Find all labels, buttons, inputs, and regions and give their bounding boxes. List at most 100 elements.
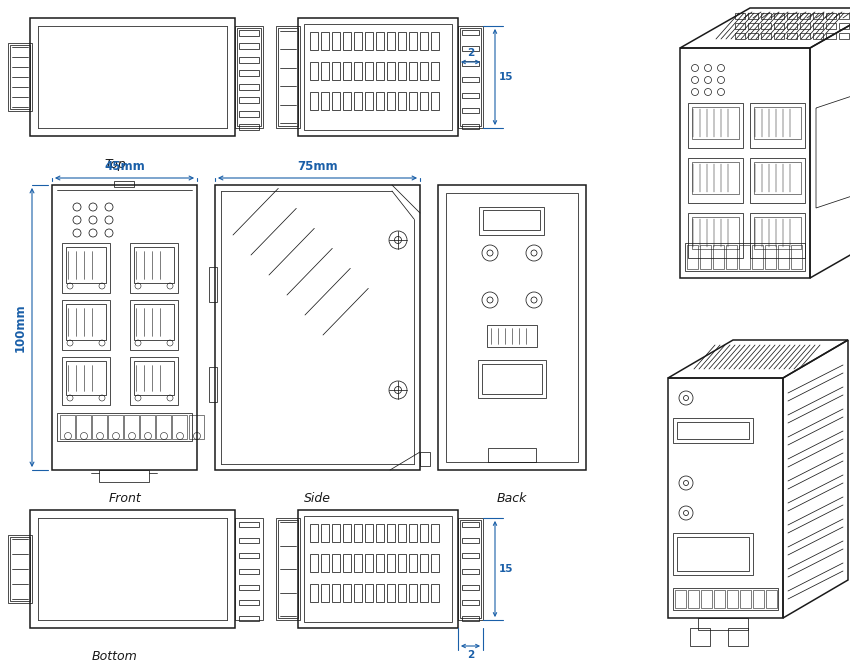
Bar xyxy=(677,537,749,571)
Bar xyxy=(398,62,406,80)
Bar xyxy=(239,84,259,90)
Bar xyxy=(813,23,823,29)
Bar xyxy=(398,92,406,110)
Bar xyxy=(354,92,362,110)
Bar xyxy=(826,33,836,39)
Bar xyxy=(800,13,810,19)
Text: Front: Front xyxy=(109,492,141,505)
Bar xyxy=(398,32,406,50)
Bar xyxy=(826,13,836,19)
Text: 15: 15 xyxy=(499,564,513,574)
Bar xyxy=(800,33,810,39)
Bar xyxy=(462,108,479,114)
Bar xyxy=(420,452,430,466)
Bar xyxy=(462,569,479,574)
Bar xyxy=(365,524,373,542)
Bar xyxy=(304,24,452,130)
Bar xyxy=(700,245,711,269)
Bar xyxy=(740,590,751,608)
Bar xyxy=(278,520,298,618)
Bar xyxy=(488,448,536,462)
Bar xyxy=(420,92,428,110)
Bar xyxy=(765,245,776,269)
Bar xyxy=(209,367,217,402)
Bar xyxy=(409,32,417,50)
Bar xyxy=(420,584,428,602)
Bar xyxy=(462,584,479,590)
Bar xyxy=(398,584,406,602)
Bar xyxy=(714,590,725,608)
Bar xyxy=(310,32,318,50)
Bar xyxy=(778,245,789,269)
Bar xyxy=(462,616,479,621)
Bar xyxy=(140,415,155,439)
Bar xyxy=(172,415,187,439)
Bar xyxy=(354,62,362,80)
Bar xyxy=(409,524,417,542)
Bar xyxy=(239,30,259,36)
Text: Back: Back xyxy=(496,492,527,505)
Bar xyxy=(839,23,849,29)
Bar xyxy=(276,518,300,620)
Bar xyxy=(321,32,329,50)
Bar xyxy=(460,28,481,126)
Bar xyxy=(688,103,743,148)
Bar xyxy=(673,533,753,575)
Bar xyxy=(235,518,263,620)
Bar xyxy=(354,32,362,50)
Bar xyxy=(114,181,134,187)
Bar xyxy=(813,13,823,19)
Bar xyxy=(343,554,351,572)
Bar xyxy=(108,415,123,439)
Bar xyxy=(688,213,743,258)
Bar xyxy=(354,554,362,572)
Bar xyxy=(62,357,110,405)
Bar xyxy=(239,57,259,63)
Bar xyxy=(278,28,298,126)
Bar xyxy=(52,185,197,470)
Bar xyxy=(420,554,428,572)
Bar xyxy=(134,304,174,340)
Bar xyxy=(239,124,259,130)
Bar xyxy=(239,97,259,103)
Bar xyxy=(298,18,458,136)
Bar xyxy=(365,554,373,572)
Bar xyxy=(332,62,340,80)
Bar xyxy=(791,245,802,269)
Bar xyxy=(332,32,340,50)
Bar xyxy=(376,62,384,80)
Bar xyxy=(420,524,428,542)
Bar xyxy=(668,378,783,618)
Bar xyxy=(673,418,753,443)
Bar xyxy=(310,62,318,80)
Bar xyxy=(698,618,748,630)
Bar xyxy=(239,522,259,527)
Bar xyxy=(130,300,178,350)
Bar xyxy=(750,103,805,148)
Bar xyxy=(124,415,139,439)
Bar xyxy=(438,185,586,470)
Bar xyxy=(387,32,395,50)
Bar xyxy=(365,92,373,110)
Bar xyxy=(235,26,263,128)
Text: 75mm: 75mm xyxy=(298,160,337,173)
Bar xyxy=(343,524,351,542)
Bar xyxy=(735,13,745,19)
Bar xyxy=(239,553,259,558)
Bar xyxy=(462,93,479,98)
Bar xyxy=(298,510,458,628)
Bar xyxy=(387,584,395,602)
Bar xyxy=(237,28,261,126)
Bar xyxy=(66,247,106,283)
Bar xyxy=(398,554,406,572)
Bar xyxy=(431,584,439,602)
Bar xyxy=(321,62,329,80)
Bar xyxy=(688,158,743,203)
Bar xyxy=(431,92,439,110)
Bar xyxy=(354,524,362,542)
Bar xyxy=(398,524,406,542)
Bar xyxy=(332,524,340,542)
Bar xyxy=(726,245,737,269)
Bar xyxy=(321,554,329,572)
Bar xyxy=(134,361,174,395)
